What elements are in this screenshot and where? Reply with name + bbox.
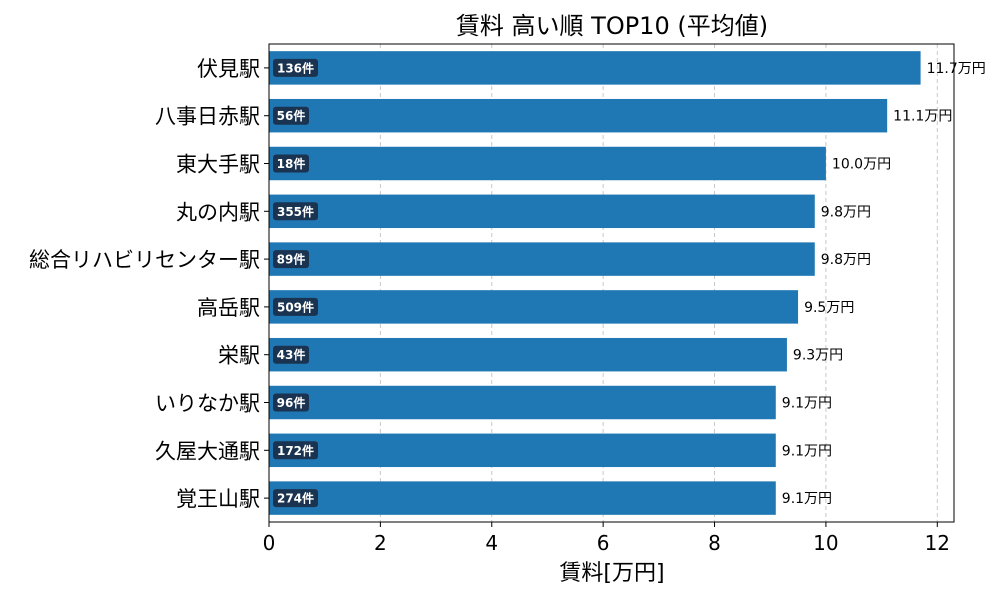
count-badge [273,393,309,412]
value-label: 9.3万円 [793,348,843,364]
x-tick-label: 0 [263,531,276,555]
bar [269,194,815,229]
count-label: 172件 [277,443,314,458]
count-badge [273,345,309,364]
count-badge [273,489,318,508]
count-label: 274件 [277,491,314,506]
chart-title: 賃料 高い順 TOP10 (平均値) [456,12,768,40]
x-tick-label: 4 [485,531,498,555]
category-label: 丸の内駅 [176,200,260,224]
bar [269,385,776,420]
category-label: 伏見駅 [197,57,260,81]
category-label: 栄駅 [218,344,260,368]
bars: 11.7万円 136件 11.1万円 56件 10.0万円 18件 9.8万円 355件 9.8… [269,51,986,515]
value-label: 9.1万円 [782,396,832,412]
count-label: 18件 [277,156,306,171]
x-tick-label: 6 [597,531,610,555]
value-label: 10.0万円 [832,157,891,173]
bar [269,51,921,85]
count-badge [273,202,318,221]
category-label: 八事日赤駅 [155,105,260,129]
axes: 0 2 4 6 8 10 12 伏見駅八事日赤駅東大手駅丸の内駅総合リハビリセンター駅高岳駅栄… [29,43,955,555]
category-label: 久屋大通駅 [155,439,260,463]
value-label: 9.5万円 [804,300,854,316]
count-badge [273,58,318,77]
bar [269,98,888,133]
category-label: 高岳駅 [197,296,260,320]
category-label: いりなか駅 [155,392,260,416]
count-label: 56件 [277,108,306,123]
bar [269,242,815,276]
count-badge [273,154,309,173]
count-badge [273,441,318,460]
count-label: 43件 [277,347,306,362]
value-label: 9.8万円 [821,252,871,268]
count-label: 136件 [277,60,314,75]
count-badge [273,297,318,316]
count-label: 96件 [277,395,306,410]
value-label: 9.1万円 [782,491,832,507]
value-label: 9.1万円 [782,443,832,459]
x-tick-label: 12 [925,531,950,555]
x-axis-label: 賃料[万円] [559,561,664,586]
category-label: 覚王山駅 [176,487,260,511]
value-label: 9.8万円 [821,204,871,220]
x-tick-label: 2 [374,531,387,555]
bar [269,433,776,468]
value-label: 11.1万円 [893,109,952,125]
count-badge [273,106,309,125]
bar [269,146,826,181]
value-label: 11.7万円 [927,61,986,77]
count-label: 355件 [277,204,314,219]
bar [269,481,776,515]
x-tick-label: 8 [708,531,721,555]
plot-frame [268,43,955,523]
category-label: 総合リハビリセンター駅 [29,248,260,272]
bar [269,290,799,324]
count-badge [273,250,309,269]
category-label: 東大手駅 [176,153,260,177]
count-label: 509件 [277,299,314,314]
count-label: 89件 [277,252,306,267]
bar [269,337,787,372]
x-tick-label: 10 [813,531,838,555]
